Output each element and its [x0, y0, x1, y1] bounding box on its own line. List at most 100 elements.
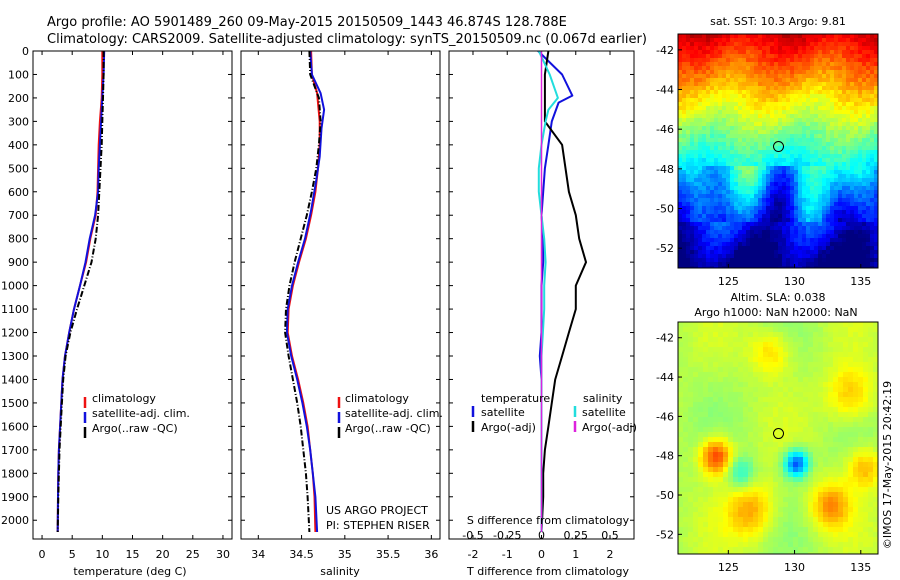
sst-cell	[794, 154, 798, 158]
sst-cell	[866, 190, 870, 194]
sst-cell	[738, 182, 742, 186]
sla-cell	[738, 357, 743, 362]
sst-cell	[870, 38, 874, 42]
sla-cell	[753, 452, 758, 457]
sst-cell	[730, 134, 734, 138]
sst-cell	[862, 222, 866, 226]
sst-cell	[702, 210, 706, 214]
sla-cell	[728, 392, 733, 397]
sst-cell	[838, 78, 842, 82]
lat-tick-label: -42	[656, 44, 674, 57]
sst-cell	[730, 186, 734, 190]
sst-cell	[802, 190, 806, 194]
sla-cell	[773, 482, 778, 487]
sla-cell	[738, 432, 743, 437]
sst-cell	[810, 146, 814, 150]
sla-cell	[778, 527, 783, 532]
sst-cell	[794, 74, 798, 78]
sst-cell	[858, 194, 862, 198]
sst-cell	[830, 210, 834, 214]
sla-cell	[808, 387, 813, 392]
sla-cell	[698, 457, 703, 462]
salinity-panel: 34 34.5 35 35.5 36 climatology satellite-adj…	[240, 50, 443, 578]
sst-cell	[694, 134, 698, 138]
sla-cell	[733, 502, 738, 507]
sst-cell	[826, 202, 830, 206]
sst-cell	[754, 130, 758, 134]
sst-cell	[802, 70, 806, 74]
y-tick-label: 1800	[1, 467, 29, 480]
sst-cell	[730, 234, 734, 238]
sla-cell	[873, 372, 878, 377]
sst-cell	[750, 86, 754, 90]
sla-cell	[783, 482, 788, 487]
sst-cell	[786, 90, 790, 94]
sla-cell	[873, 362, 878, 367]
sla-cell	[813, 332, 818, 337]
sla-cell	[713, 482, 718, 487]
sst-cell	[778, 178, 782, 182]
sst-cell	[842, 74, 846, 78]
sla-cell	[858, 442, 863, 447]
sst-cell	[738, 150, 742, 154]
sla-cell	[718, 527, 723, 532]
sst-cell	[854, 178, 858, 182]
sla-cell	[813, 397, 818, 402]
sla-cell	[783, 327, 788, 332]
sla-cell	[808, 437, 813, 442]
sst-cell	[726, 94, 730, 98]
sst-cell	[702, 46, 706, 50]
sst-cell	[718, 162, 722, 166]
sst-cell	[806, 106, 810, 110]
sst-cell	[726, 230, 730, 234]
sla-cell	[833, 397, 838, 402]
sla-cell	[863, 487, 868, 492]
sst-cell	[722, 162, 726, 166]
sla-cell	[803, 517, 808, 522]
sla-cell	[798, 332, 803, 337]
sst-cell	[750, 170, 754, 174]
sla-cell	[778, 372, 783, 377]
sst-cell	[826, 210, 830, 214]
sst-cell	[818, 122, 822, 126]
sla-cell	[758, 457, 763, 462]
sla-cell	[703, 542, 708, 547]
sla-cell	[753, 537, 758, 542]
sla-cell	[713, 542, 718, 547]
sst-cell	[702, 198, 706, 202]
sla-cell	[728, 422, 733, 427]
sst-cell	[822, 98, 826, 102]
sst-cell	[810, 90, 814, 94]
sst-cell	[842, 114, 846, 118]
sla-cell	[718, 462, 723, 467]
sst-cell	[766, 230, 770, 234]
sla-cell	[728, 497, 733, 502]
sst-cell	[790, 194, 794, 198]
sst-cell	[810, 262, 814, 266]
sla-cell	[863, 327, 868, 332]
sla-cell	[818, 502, 823, 507]
sst-cell	[854, 194, 858, 198]
sst-cell	[762, 254, 766, 258]
sla-cell	[703, 377, 708, 382]
sla-cell	[723, 472, 728, 477]
sla-cell	[773, 527, 778, 532]
sst-cell	[730, 114, 734, 118]
sla-cell	[763, 532, 768, 537]
sst-cell	[746, 46, 750, 50]
sst-cell	[866, 226, 870, 230]
sst-cell	[854, 210, 858, 214]
sst-cell	[686, 150, 690, 154]
sla-cell	[838, 417, 843, 422]
sst-cell	[874, 222, 878, 226]
sst-cell	[766, 138, 770, 142]
sla-cell	[793, 367, 798, 372]
sst-cell	[702, 258, 706, 262]
sst-cell	[690, 102, 694, 106]
sst-cell	[830, 142, 834, 146]
sst-cell	[842, 198, 846, 202]
sst-cell	[710, 170, 714, 174]
sst-cell	[838, 194, 842, 198]
sst-cell	[870, 134, 874, 138]
